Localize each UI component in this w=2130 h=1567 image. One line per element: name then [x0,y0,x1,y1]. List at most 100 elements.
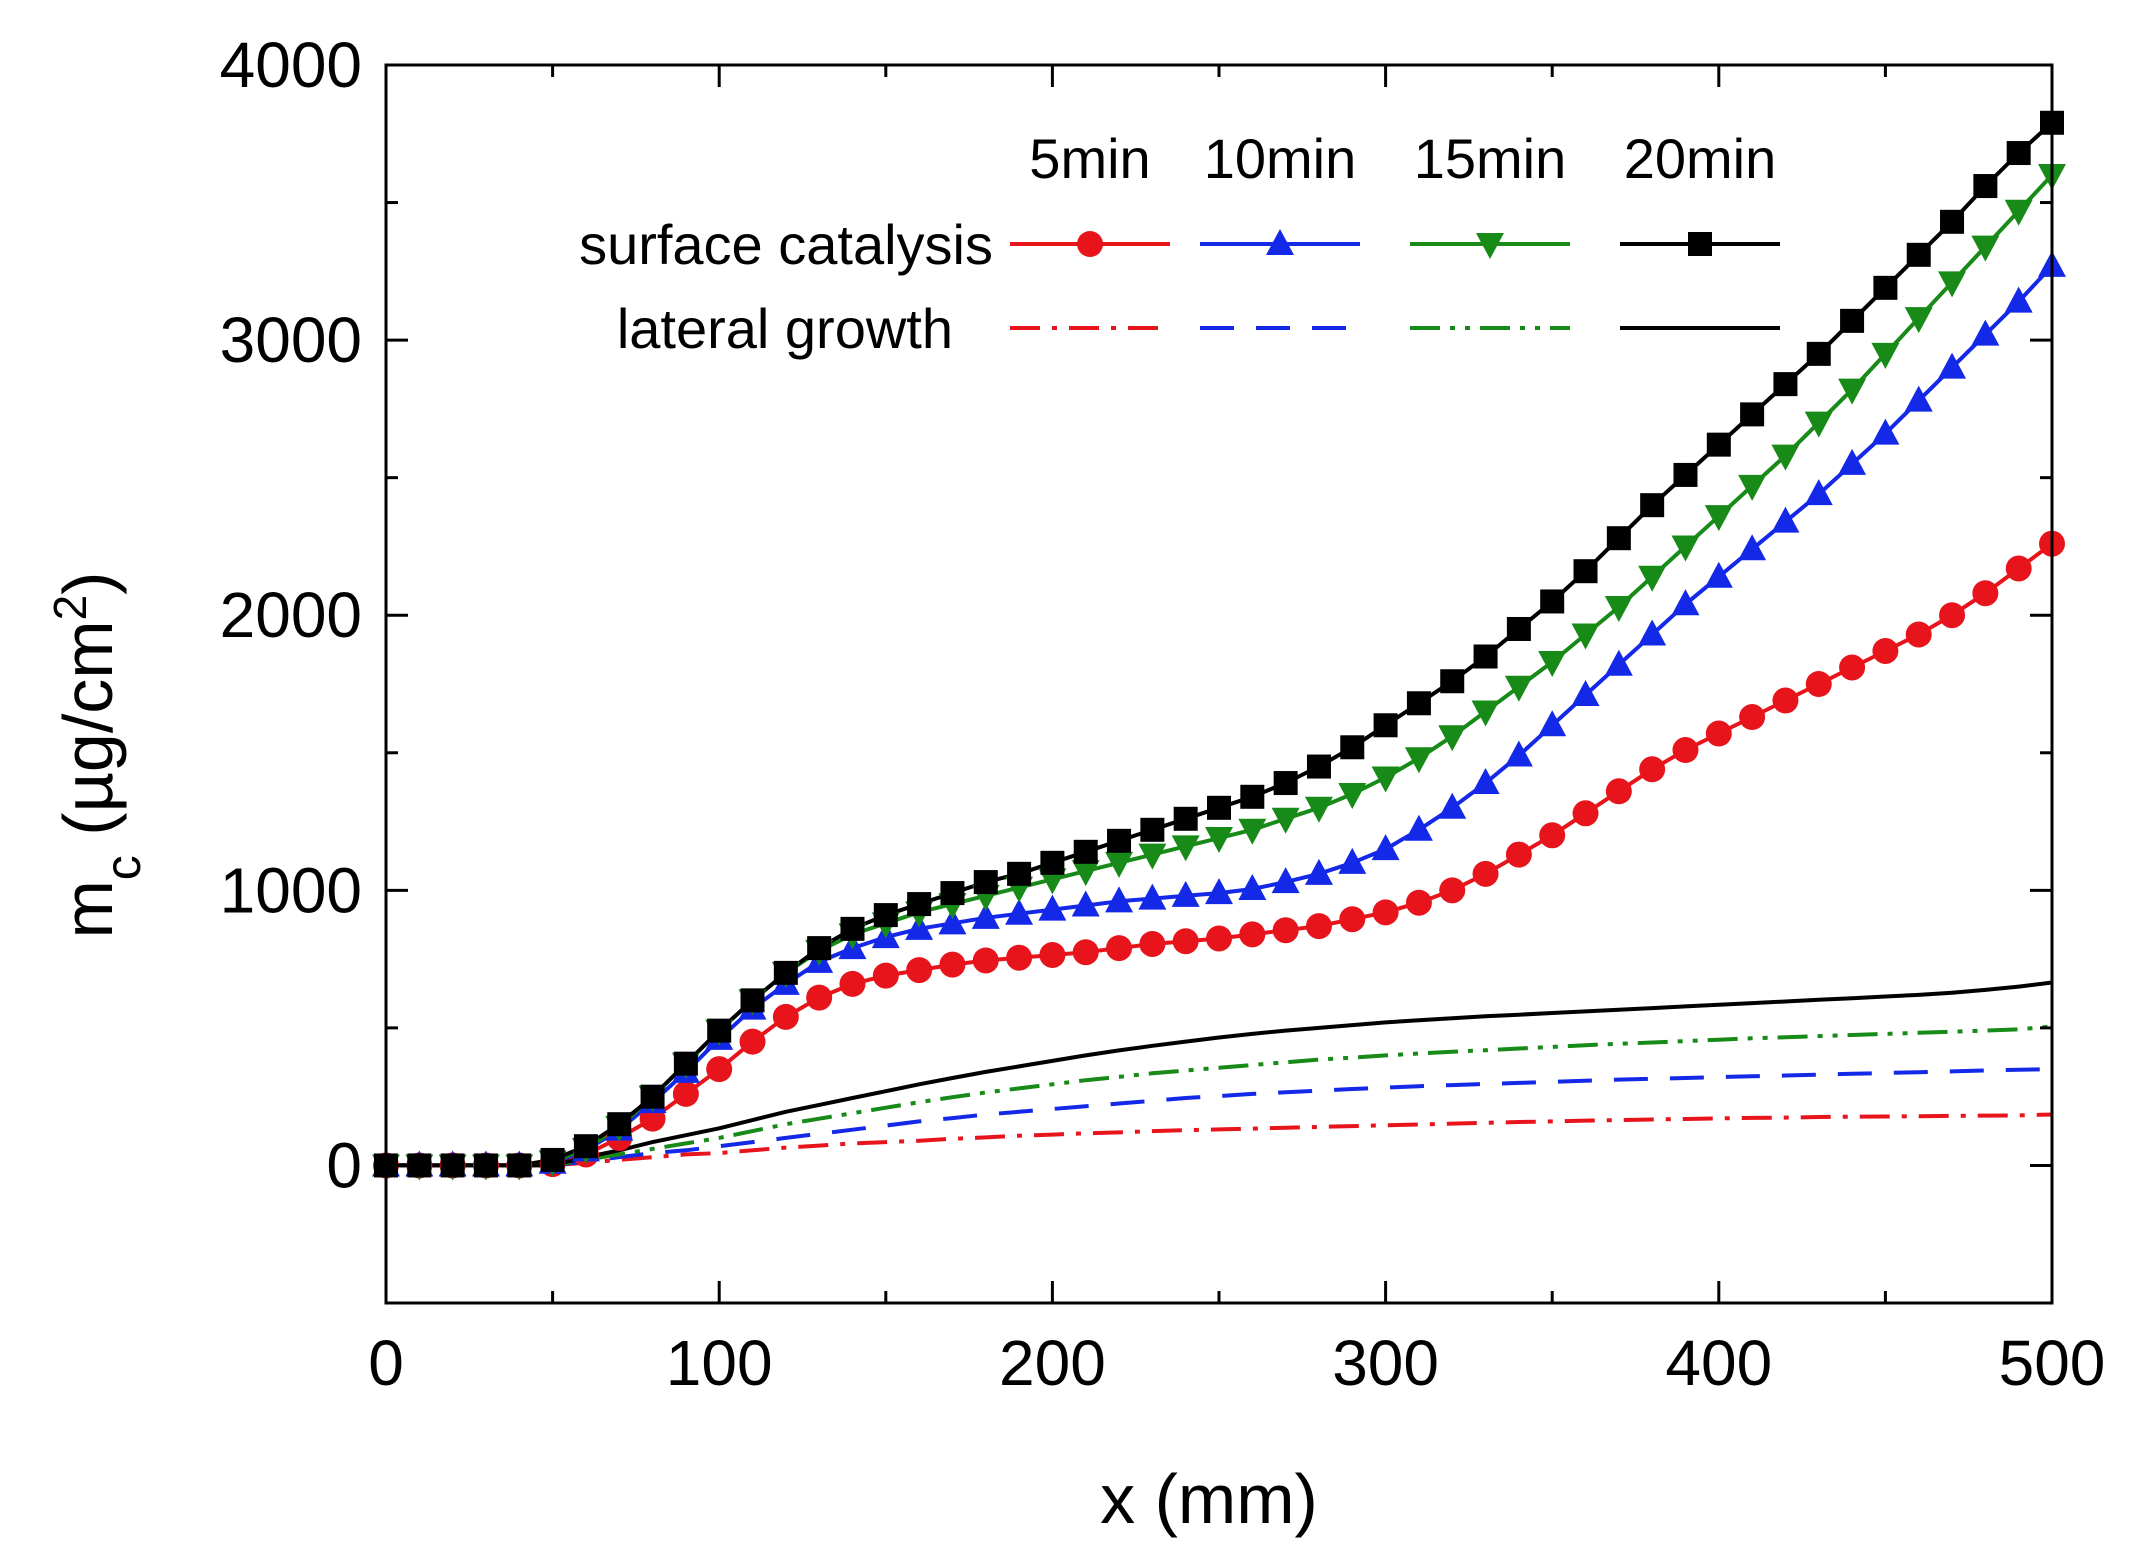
data-point-0-17 [939,951,966,978]
legend-marker-2 [1476,233,1504,259]
data-point-0-31 [1405,889,1432,916]
data-point-1-46 [1904,385,1933,412]
data-point-3-9 [673,1051,698,1076]
data-point-3-30 [1373,713,1398,738]
data-point-2-40 [1704,505,1733,532]
data-point-2-26 [1238,818,1267,845]
data-point-3-6 [573,1134,598,1159]
data-point-1-49 [2004,286,2033,313]
data-point-2-31 [1404,747,1433,774]
data-point-2-33 [1471,700,1500,727]
data-point-3-19 [1007,861,1032,886]
data-point-2-24 [1171,835,1200,862]
data-point-2-48 [1971,235,2000,262]
data-point-2-21 [1071,860,1100,887]
legend-marker-1 [1266,229,1294,255]
data-point-3-18 [973,870,998,895]
data-point-2-35 [1538,650,1567,677]
data-point-3-13 [807,936,832,961]
y-tick-label-0: 0 [326,1129,362,1201]
data-point-3-16 [907,892,932,917]
data-point-3-25 [1207,795,1231,820]
data-point-0-25 [1206,925,1232,952]
data-point-0-24 [1172,928,1199,955]
data-point-1-25 [1205,878,1233,905]
data-point-1-45 [1871,418,1900,445]
data-point-2-37 [1604,595,1633,622]
x-tick-label-4: 400 [1665,1327,1772,1399]
data-point-1-18 [971,902,1000,929]
data-point-1-38 [1638,619,1667,646]
data-point-2-22 [1105,851,1134,878]
data-point-3-4 [507,1153,532,1178]
data-point-2-36 [1571,623,1600,650]
y-tick-label-2: 2000 [220,579,362,651]
data-point-0-15 [872,962,899,989]
legend-row-label-1: lateral growth [617,297,953,360]
x-tick-label-3: 300 [1332,1327,1439,1399]
data-point-2-27 [1271,807,1300,834]
series-line-3 [386,121,2054,1168]
data-point-0-34 [1505,841,1532,868]
data-point-0-22 [1106,935,1133,962]
data-point-0-27 [1272,917,1299,944]
data-point-3-14 [840,916,865,941]
data-point-1-27 [1271,867,1300,894]
data-point-0-11 [739,1028,766,1055]
data-point-0-18 [972,947,999,974]
data-point-3-11 [740,988,765,1013]
legend-column-header-1: 10min [1204,127,1357,190]
data-point-3-23 [1140,817,1165,842]
y-axis-title-sup: 2 [44,595,96,621]
data-point-3-20 [1040,850,1065,875]
data-point-3-33 [1473,644,1498,669]
data-point-2-39 [1671,535,1700,562]
data-point-3-7 [607,1112,632,1137]
data-point-0-47 [1939,602,1966,629]
data-point-3-41 [1740,402,1765,427]
data-point-1-23 [1138,883,1167,910]
data-point-1-28 [1304,858,1333,885]
data-point-0-12 [772,1003,799,1030]
data-point-2-29 [1338,783,1367,810]
data-point-1-41 [1738,534,1767,561]
data-point-0-23 [1139,930,1166,957]
data-point-3-39 [1673,462,1698,487]
data-point-2-43 [1804,411,1833,438]
data-point-2-47 [1938,271,1967,298]
data-point-2-38 [1638,565,1667,592]
data-point-3-28 [1306,754,1331,779]
x-axis-title: x (mm) [1100,1460,1318,1538]
data-point-3-49 [2006,141,2031,166]
data-point-0-43 [1805,671,1832,697]
data-point-1-33 [1471,768,1500,795]
y-axis-title-unit: (µg/cm [49,620,127,855]
data-point-0-10 [706,1056,733,1083]
data-point-2-30 [1371,766,1400,793]
data-point-0-13 [806,984,833,1011]
data-point-0-41 [1739,704,1766,731]
data-point-1-40 [1704,561,1733,588]
y-axis-title-sub: c [95,855,151,880]
data-point-3-31 [1406,691,1431,716]
data-point-1-30 [1371,834,1400,861]
series-line-6 [386,1024,2053,1168]
data-point-0-49 [2005,555,2032,582]
data-point-3-17 [940,881,965,906]
legend-marker-0 [1077,231,1103,257]
series-line-1 [386,264,2054,1168]
data-point-0-35 [1539,822,1566,849]
data-point-3-45 [1873,275,1898,300]
data-point-3-35 [1540,589,1565,614]
data-point-3-32 [1440,669,1465,694]
data-point-1-21 [1071,890,1100,917]
data-point-1-29 [1338,847,1367,874]
data-point-3-22 [1107,828,1132,853]
axes: 0 100 200 300 400 500 0 1000 2000 3000 4000 [220,29,2106,1399]
data-point-2-23 [1138,843,1167,870]
legend-column-header-3: 20min [1624,127,1777,190]
data-point-3-3 [473,1153,498,1178]
series-markers-3 [374,110,2064,1178]
data-point-1-48 [1971,319,2000,346]
